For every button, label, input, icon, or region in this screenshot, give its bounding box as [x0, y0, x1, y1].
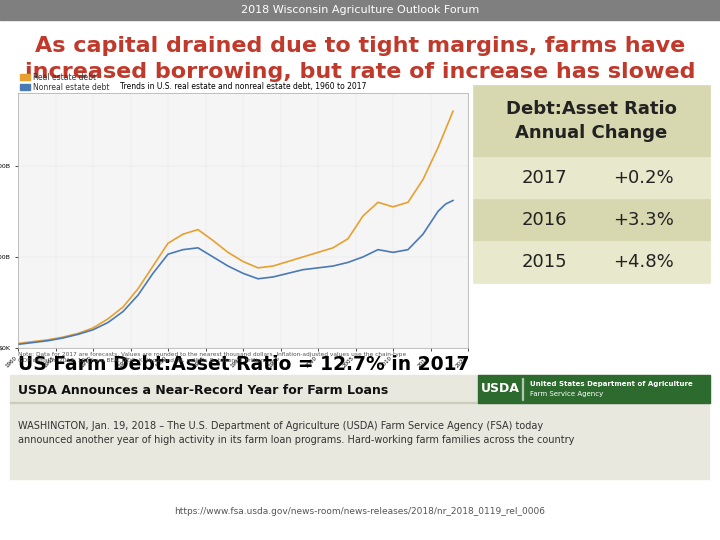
Bar — [478, 375, 710, 403]
Bar — [473, 199, 710, 241]
Text: +3.3%: +3.3% — [613, 211, 674, 229]
Text: 2017: 2017 — [521, 169, 567, 187]
Bar — [473, 85, 710, 157]
Bar — [473, 241, 710, 283]
Text: Note: Data for 2017 are forecasts. Values are rounded to the nearest thousand do: Note: Data for 2017 are forecasts. Value… — [18, 352, 406, 363]
Bar — [20, 74, 30, 80]
Text: USDA Announces a Near-Record Year for Farm Loans: USDA Announces a Near-Record Year for Fa… — [18, 384, 388, 397]
Bar — [0, 0, 720, 20]
Bar — [473, 157, 710, 199]
Text: +4.8%: +4.8% — [613, 253, 674, 271]
Title: Trends in U.S. real estate and nonreal estate debt, 1960 to 2017: Trends in U.S. real estate and nonreal e… — [120, 82, 366, 91]
Bar — [522, 378, 523, 400]
Text: 2018 Wisconsin Agriculture Outlook Forum: 2018 Wisconsin Agriculture Outlook Forum — [241, 5, 479, 15]
Text: USDA: USDA — [480, 382, 519, 395]
Text: Debt:Asset Ratio
Annual Change: Debt:Asset Ratio Annual Change — [506, 100, 677, 142]
Bar — [10, 375, 710, 480]
Text: 2016: 2016 — [521, 211, 567, 229]
Text: 2015: 2015 — [521, 253, 567, 271]
Text: announced another year of high activity in its farm loan programs. Hard-working : announced another year of high activity … — [18, 435, 575, 445]
Bar — [10, 402, 710, 403]
Text: WASHINGTON, Jan. 19, 2018 – The U.S. Department of Agriculture (USDA) Farm Servi: WASHINGTON, Jan. 19, 2018 – The U.S. Dep… — [18, 421, 543, 431]
Text: Farm Service Agency: Farm Service Agency — [530, 391, 603, 397]
Bar — [20, 84, 30, 90]
Text: Real estate debt: Real estate debt — [33, 72, 96, 82]
Text: As capital drained due to tight margins, farms have: As capital drained due to tight margins,… — [35, 36, 685, 56]
Text: https://www.fsa.usda.gov/news-room/news-releases/2018/nr_2018_0119_rel_0006: https://www.fsa.usda.gov/news-room/news-… — [174, 508, 546, 516]
Text: increased borrowing, but rate of increase has slowed: increased borrowing, but rate of increas… — [24, 62, 696, 82]
Text: Nonreal estate debt: Nonreal estate debt — [33, 83, 109, 91]
Text: US Farm Debt:Asset Ratio = 12.7% in 2017: US Farm Debt:Asset Ratio = 12.7% in 2017 — [18, 355, 469, 375]
Text: United States Department of Agriculture: United States Department of Agriculture — [530, 381, 693, 387]
Text: +0.2%: +0.2% — [613, 169, 674, 187]
